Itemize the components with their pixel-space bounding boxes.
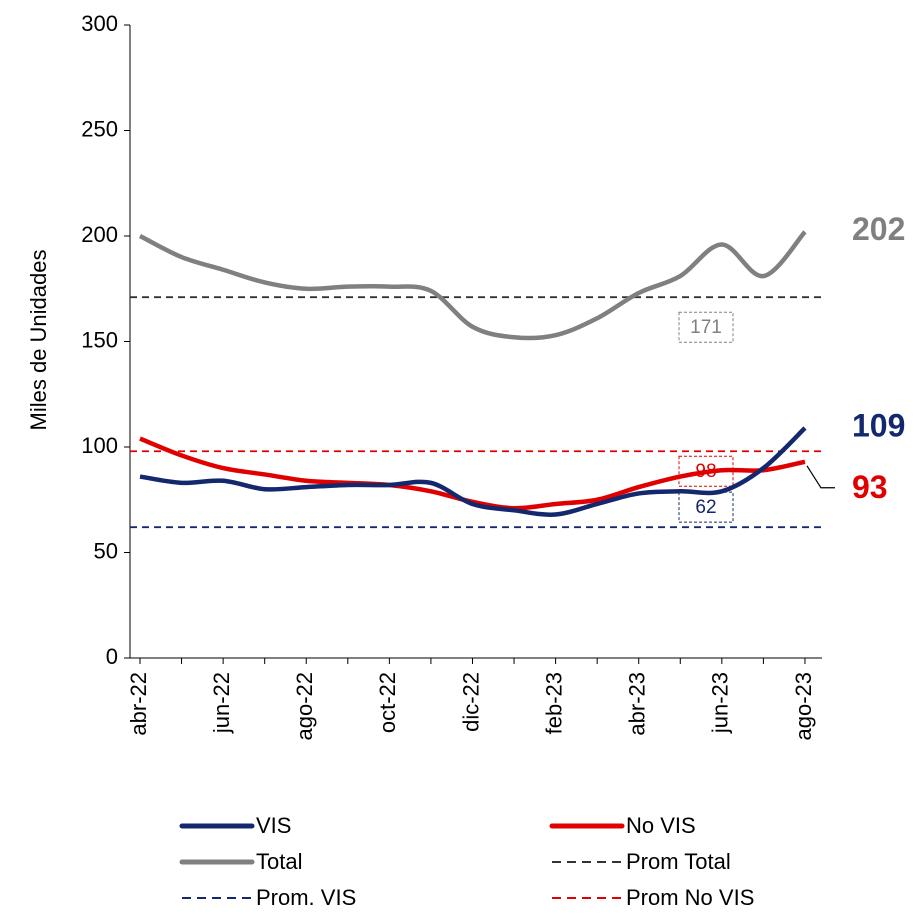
x-tick-label: dic-22	[458, 672, 483, 732]
x-tick-label: abr-22	[126, 672, 151, 736]
series-line	[139, 426, 807, 517]
x-tick-label: jun-22	[209, 672, 234, 734]
y-tick-label: 150	[81, 327, 118, 352]
end-label: 93	[852, 469, 888, 505]
x-tick-label: ago-23	[791, 672, 816, 741]
y-tick-label: 0	[106, 644, 118, 669]
end-label: 109	[852, 407, 905, 443]
reference-label: 171	[690, 317, 722, 338]
legend-label: Prom Total	[626, 849, 731, 874]
x-tick-label: feb-23	[541, 672, 566, 734]
leader-line	[806, 465, 835, 489]
x-tick-label: abr-23	[625, 672, 650, 736]
legend-label: VIS	[256, 813, 291, 838]
reference-label-box	[678, 311, 734, 343]
legend-label: Prom No VIS	[626, 885, 754, 910]
y-tick-label: 250	[81, 116, 118, 141]
x-tick-label: oct-22	[375, 672, 400, 733]
x-tick-label: jun-23	[708, 672, 733, 734]
reference-label: 62	[695, 497, 716, 518]
y-axis-label: Miles de Unidades	[26, 250, 51, 431]
x-tick-label: ago-22	[292, 672, 317, 741]
legend-label: Prom. VIS	[256, 885, 356, 910]
legend-label: No VIS	[626, 813, 696, 838]
legend-label: Total	[256, 849, 302, 874]
reference-label-box	[678, 491, 734, 523]
y-tick-label: 100	[81, 433, 118, 458]
y-tick-label: 300	[81, 11, 118, 36]
y-tick-label: 200	[81, 222, 118, 247]
series-line	[138, 230, 807, 341]
end-label: 202	[852, 211, 905, 247]
y-tick-label: 50	[94, 538, 118, 563]
